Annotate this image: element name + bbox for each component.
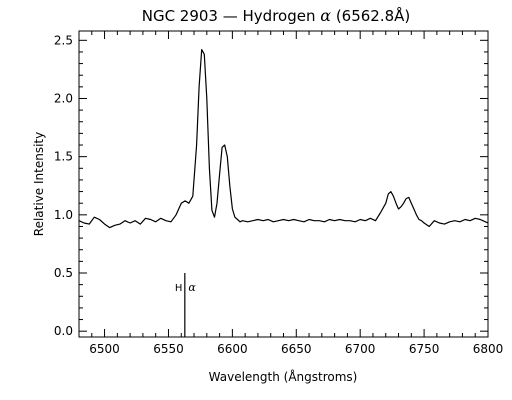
y-tick-label: 0.5	[54, 266, 73, 280]
x-tick-label: 6650	[281, 342, 312, 356]
y-tick-label: 2.0	[54, 91, 73, 105]
y-axis-label: Relative Intensity	[32, 132, 46, 236]
y-tick-label: 0.0	[54, 324, 73, 338]
plot-frame	[78, 30, 489, 338]
spectrum-series-line	[78, 49, 489, 229]
y-tick-label: 2.5	[54, 33, 73, 47]
y-tick-label: 1.5	[54, 150, 73, 164]
x-tick-label: 6500	[89, 342, 120, 356]
x-axis-label: Wavelength (Ångstroms)	[209, 369, 358, 384]
x-tick-label: 6700	[345, 342, 376, 356]
axis-ticks	[78, 31, 489, 337]
x-tick-label: 6800	[473, 342, 504, 356]
x-tick-label: 6600	[217, 342, 248, 356]
axis-tick-labels: 6500 6550 6600 6650 6700 6750 6800 0.0 0.5 1.0 1.5…	[54, 33, 503, 356]
x-tick-label: 6750	[409, 342, 440, 356]
x-tick-label: 6550	[153, 342, 184, 356]
chart-title: NGC 2903 — Hydrogen α (6562.8Å)	[142, 6, 411, 25]
y-tick-label: 1.0	[54, 208, 73, 222]
